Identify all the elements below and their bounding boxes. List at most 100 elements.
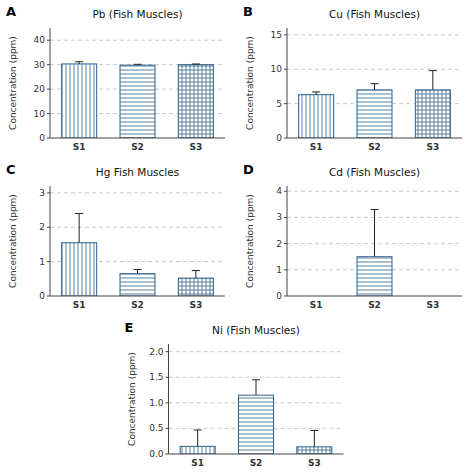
grid-line	[50, 192, 225, 193]
y-tick-label: 0.0	[149, 449, 164, 459]
y-axis-label: Concentration (ppm)	[8, 36, 18, 130]
y-tick	[284, 103, 287, 104]
bar	[297, 447, 332, 454]
y-axis-line	[50, 186, 51, 296]
x-tick-label: S3	[426, 142, 439, 152]
x-tick-label: S3	[189, 300, 202, 310]
y-tick	[284, 191, 287, 192]
grid-line	[169, 351, 344, 352]
bar	[299, 95, 334, 138]
y-tick-label: 0	[39, 291, 45, 301]
x-tick-label: S2	[368, 142, 381, 152]
y-tick-label: 1	[276, 265, 282, 275]
y-tick	[284, 217, 287, 218]
y-tick-label: 0	[39, 133, 45, 143]
y-tick-label: 0.5	[149, 423, 163, 433]
bar	[180, 446, 215, 454]
x-tick-label: S2	[368, 300, 381, 310]
title: Cu (Fish Muscles)	[329, 8, 420, 20]
y-tick-label: 1	[39, 257, 45, 267]
error-bar	[134, 270, 142, 274]
x-tick-label: S3	[308, 458, 321, 468]
error-bar	[429, 71, 437, 90]
y-axis-line	[287, 28, 288, 138]
y-tick	[166, 377, 169, 378]
panel: 01234S1S2S3Cd (Fish Muscles)Concentratio…	[243, 162, 462, 310]
y-axis-line	[50, 28, 51, 138]
panel: 0123S1S2S3Hg Fish MusclesConcentration (…	[6, 162, 225, 310]
grid-line	[287, 69, 462, 70]
bar	[357, 257, 392, 296]
y-tick-label: 40	[34, 35, 46, 45]
x-tick-label: S1	[73, 300, 86, 310]
y-tick-label: 10	[34, 109, 46, 119]
bar	[357, 90, 392, 138]
y-tick-label: 30	[34, 60, 46, 70]
bar	[178, 278, 213, 296]
figure: 010203040S1S2S3Pb (Fish Muscles)Concentr…	[0, 0, 474, 474]
y-tick-label: 15	[271, 30, 282, 40]
y-tick	[166, 351, 169, 352]
y-tick	[47, 192, 50, 193]
error-bar	[252, 380, 260, 395]
y-tick-label: 5	[276, 99, 282, 109]
bar	[178, 65, 213, 138]
y-tick	[47, 296, 50, 297]
y-tick-label: 10	[271, 64, 283, 74]
y-tick	[47, 113, 50, 114]
panel-label: C	[6, 162, 16, 177]
panel-label: E	[125, 320, 134, 335]
grid-line	[169, 377, 344, 378]
y-tick-label: 1.5	[149, 372, 163, 382]
y-tick	[166, 454, 169, 455]
x-tick-label: S3	[426, 300, 439, 310]
error-bar	[75, 214, 83, 243]
y-tick-label: 2.0	[149, 347, 164, 357]
panel: 010203040S1S2S3Pb (Fish Muscles)Concentr…	[6, 4, 225, 152]
error-bar	[192, 271, 200, 279]
y-tick-label: 2	[39, 222, 45, 232]
x-axis-line	[287, 138, 462, 139]
marks	[62, 62, 214, 138]
x-tick-label: S2	[131, 142, 144, 152]
error-bar	[134, 64, 142, 66]
marks	[357, 210, 392, 296]
y-tick	[47, 227, 50, 228]
y-tick	[166, 402, 169, 403]
error-bar	[194, 430, 202, 446]
marks	[180, 380, 332, 454]
x-axis-line	[169, 454, 344, 455]
y-tick-label: 3	[276, 212, 282, 222]
error-bar	[312, 92, 320, 95]
y-tick-label: 4	[276, 186, 282, 196]
y-tick	[47, 261, 50, 262]
x-tick-label: S1	[310, 300, 323, 310]
x-axis-line	[50, 296, 225, 297]
y-tick-label: 0	[276, 133, 282, 143]
y-tick	[166, 428, 169, 429]
y-tick	[284, 243, 287, 244]
y-tick	[284, 138, 287, 139]
y-tick-label: 20	[34, 84, 46, 94]
marks	[299, 71, 451, 138]
x-tick-label: S2	[250, 458, 263, 468]
y-tick	[47, 89, 50, 90]
y-tick	[47, 138, 50, 139]
error-bar	[371, 210, 379, 257]
panel-label: D	[243, 162, 254, 177]
grid-line	[50, 227, 225, 228]
x-axis-line	[50, 138, 225, 139]
y-axis-label: Concentration (ppm)	[8, 194, 18, 288]
bar	[239, 395, 274, 454]
bar	[120, 65, 155, 138]
title: Cd (Fish Muscles)	[329, 166, 420, 178]
y-tick	[284, 269, 287, 270]
x-axis-line	[287, 296, 462, 297]
y-axis-label: Concentration (ppm)	[127, 352, 137, 446]
panel-label: A	[6, 4, 16, 19]
error-bar	[371, 84, 379, 90]
y-tick	[47, 40, 50, 41]
bar	[415, 90, 450, 138]
y-axis-label: Concentration (ppm)	[245, 194, 255, 288]
error-bar	[75, 62, 83, 64]
